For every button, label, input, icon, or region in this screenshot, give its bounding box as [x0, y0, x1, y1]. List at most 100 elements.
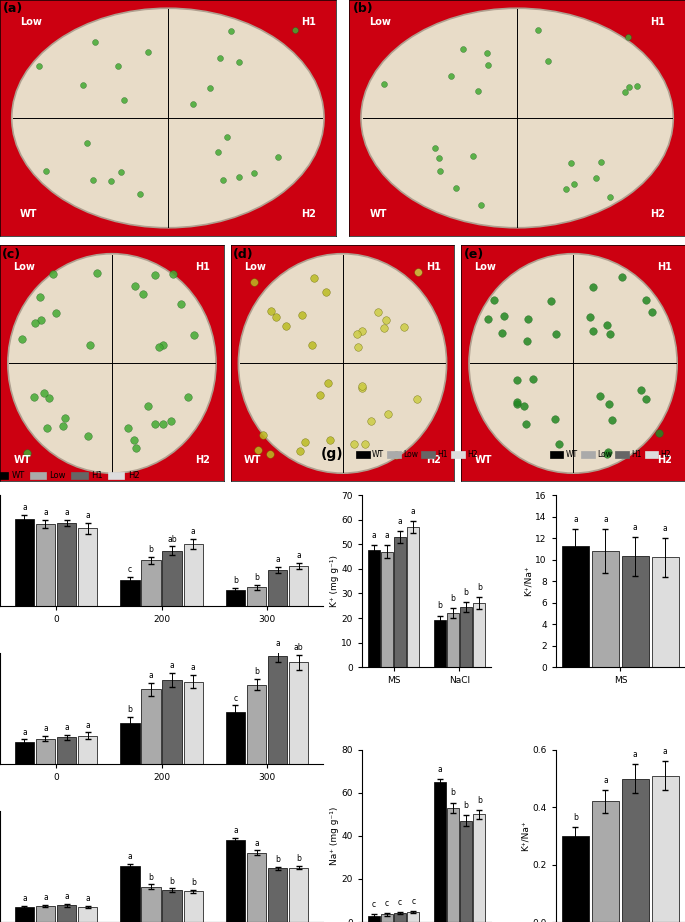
Text: a: a — [86, 511, 90, 520]
Bar — [394, 914, 406, 922]
Bar — [14, 906, 34, 922]
Text: H1: H1 — [650, 17, 665, 27]
Text: c: c — [398, 898, 402, 907]
Bar — [289, 868, 308, 922]
Bar — [36, 906, 55, 922]
Bar — [225, 840, 245, 922]
Text: a: a — [371, 531, 376, 540]
Text: Low: Low — [244, 262, 266, 272]
Text: H2: H2 — [301, 209, 316, 219]
Bar — [36, 739, 55, 764]
Text: b: b — [297, 855, 301, 863]
Text: a: a — [149, 671, 153, 680]
Text: H1: H1 — [301, 17, 316, 27]
Bar — [592, 551, 619, 668]
Text: c: c — [372, 900, 376, 909]
Text: a: a — [64, 508, 69, 516]
Point — [586, 73, 597, 88]
Text: a: a — [603, 515, 608, 525]
Text: b: b — [477, 583, 482, 592]
Text: c: c — [128, 565, 132, 574]
Bar — [184, 892, 203, 922]
Bar — [14, 742, 34, 764]
Text: a: a — [297, 550, 301, 560]
Text: b: b — [451, 594, 456, 603]
Text: (c): (c) — [2, 248, 21, 261]
Bar — [57, 737, 76, 764]
Text: a: a — [22, 502, 27, 512]
Text: c: c — [234, 693, 238, 703]
Bar — [225, 590, 245, 607]
Bar — [434, 782, 446, 922]
Bar — [247, 853, 266, 922]
Text: a: a — [384, 531, 389, 540]
Text: c: c — [385, 899, 389, 908]
Y-axis label: Na⁺ (mg g⁻¹): Na⁺ (mg g⁻¹) — [329, 807, 338, 865]
Bar — [562, 546, 589, 668]
Text: a: a — [64, 892, 69, 901]
Point — [347, 97, 358, 112]
Bar — [447, 613, 459, 668]
Text: c: c — [411, 897, 415, 906]
Bar — [651, 558, 679, 668]
Text: b: b — [437, 601, 442, 610]
Text: Low: Low — [369, 17, 391, 27]
Text: a: a — [22, 727, 27, 737]
Ellipse shape — [8, 254, 216, 473]
Bar — [268, 656, 287, 764]
Bar — [162, 550, 182, 607]
Ellipse shape — [361, 8, 673, 228]
Bar — [394, 537, 406, 668]
Text: b: b — [127, 705, 132, 715]
Text: a: a — [86, 721, 90, 729]
Bar — [141, 561, 161, 607]
Text: WT: WT — [244, 455, 262, 465]
Bar — [592, 801, 619, 922]
Text: (a): (a) — [3, 3, 23, 16]
Text: a: a — [275, 555, 280, 564]
Y-axis label: K⁺/Na⁺: K⁺/Na⁺ — [521, 821, 530, 851]
Bar — [162, 890, 182, 922]
Bar — [184, 544, 203, 607]
Bar — [447, 808, 459, 922]
Text: b: b — [464, 588, 469, 597]
Text: H2: H2 — [657, 455, 671, 465]
Text: b: b — [464, 801, 469, 810]
Text: b: b — [477, 796, 482, 805]
Bar — [562, 836, 589, 922]
Bar — [268, 570, 287, 607]
Text: b: b — [275, 855, 280, 864]
Bar — [460, 821, 472, 922]
Bar — [141, 887, 161, 922]
Text: b: b — [149, 873, 153, 881]
Ellipse shape — [12, 8, 324, 228]
Text: a: a — [43, 508, 48, 517]
Text: (d): (d) — [233, 248, 253, 261]
Legend: WT, Low, H1, H2: WT, Low, H1, H2 — [0, 468, 142, 484]
Text: ab: ab — [167, 535, 177, 544]
Text: a: a — [398, 516, 403, 526]
Bar — [621, 556, 649, 668]
Text: a: a — [573, 515, 577, 525]
Bar — [57, 523, 76, 607]
Text: b: b — [233, 576, 238, 585]
Bar — [162, 680, 182, 764]
Bar — [268, 869, 287, 922]
Bar — [78, 906, 97, 922]
Text: a: a — [411, 507, 416, 515]
Bar — [289, 566, 308, 607]
Text: a: a — [86, 893, 90, 903]
Text: a: a — [663, 524, 668, 533]
Bar — [57, 905, 76, 922]
Bar — [78, 528, 97, 607]
Text: WT: WT — [20, 209, 38, 219]
Bar — [78, 736, 97, 764]
Bar — [460, 607, 472, 668]
Text: a: a — [127, 852, 132, 861]
Y-axis label: K⁺/Na⁺: K⁺/Na⁺ — [523, 566, 532, 597]
Bar — [434, 621, 446, 668]
Text: WT: WT — [369, 209, 387, 219]
Text: a: a — [437, 764, 442, 774]
Text: WT: WT — [475, 455, 492, 465]
Text: a: a — [633, 750, 638, 759]
